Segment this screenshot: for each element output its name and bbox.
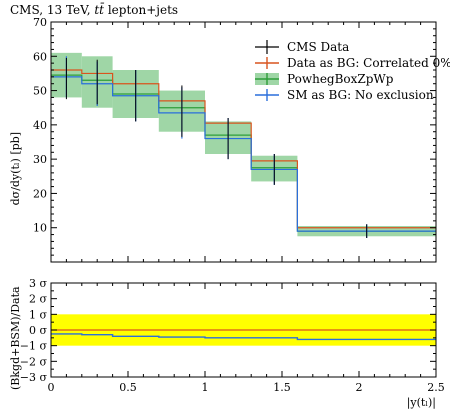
ratio-axes: 3 σ 2 σ 1 σ 0 σ −1 σ −2 σ −3 σ0 0.5 1 1.5 2 2.5 [20,277,445,394]
title-suffix: lepton+jets [104,3,178,17]
y-tick-label: 10 [33,222,47,235]
x-tick-label: 0 [48,381,55,394]
legend-entry-label: CMS Data [287,40,349,54]
ratio-tick-label: −2 σ [20,355,48,368]
x-tick-label: 1 [202,381,209,394]
ratio-tick-label: 3 σ [29,277,47,290]
chart-title: CMS, 13 TeV, tt̄ lepton+jets [10,1,178,17]
legend-entry-label: SM as BG: No exclusion [287,88,434,102]
main-series [51,56,436,238]
x-tick-label: 2 [356,381,363,394]
ratio-tick-label: −3 σ [20,371,48,384]
title-tt: tt̄ [94,1,105,17]
y-axis-label: dσ/dy(tₗ) [pb] [9,132,22,205]
ratio-tick-label: 1 σ [29,308,47,321]
x-axis-label: |y(tₗ)| [407,396,436,410]
legend-entry-label: Data as BG: Correlated 0% [287,56,450,70]
main-axes: 10 20 30 40 50 60 70 [33,16,437,263]
ratio-tick-label: −1 σ [20,340,48,353]
y-tick-label: 40 [33,119,47,132]
main-frame [50,21,437,263]
ratio-tick-label: 0 σ [29,324,47,337]
y-tick-label: 60 [33,50,47,63]
y-tick-label: 30 [33,153,47,166]
title-prefix: CMS, 13 TeV, [10,3,94,17]
ratio-tick-label: 2 σ [29,293,47,306]
y-tick-label: 50 [33,85,47,98]
ratio-panel [51,314,436,346]
x-tick-label: 1.5 [273,381,291,394]
x-tick-label: 2.5 [427,381,445,394]
y-tick-label: 70 [33,16,47,29]
ratio-y-axis-label: (Bkgd+BSM)/Data [9,286,22,390]
x-tick-label: 0.5 [119,381,137,394]
legend: CMS Data Data as BG: Correlated 0% PowhegB… [255,40,450,102]
y-tick-label: 20 [33,187,47,200]
legend-entry-label: PowhegBoxZpWp [287,72,394,86]
ratio-blue-line [51,333,436,341]
